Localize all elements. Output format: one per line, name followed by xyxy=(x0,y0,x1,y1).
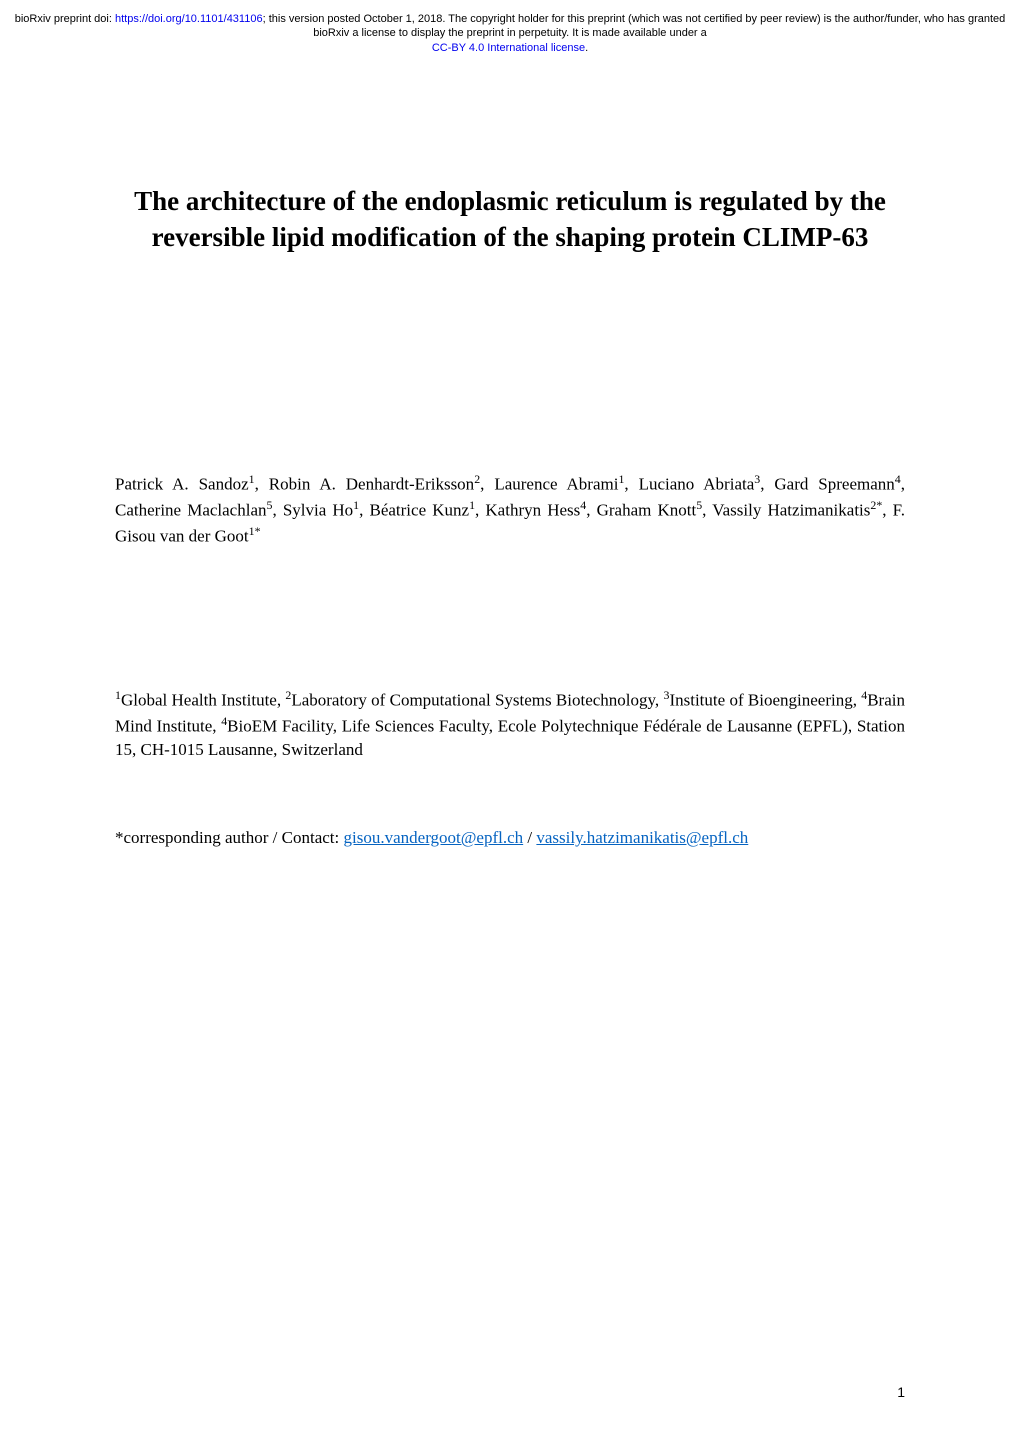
author-name: , Kathryn Hess xyxy=(475,501,580,520)
title-line-2: reversible lipid modification of the sha… xyxy=(152,222,869,252)
corresponding-separator: / xyxy=(523,828,536,847)
affiliation-text: BioEM Facility, Life Sciences Faculty, E… xyxy=(115,716,905,759)
author-sup: 1* xyxy=(249,524,261,538)
page-content: The architecture of the endoplasmic reti… xyxy=(0,183,1020,850)
author-name: , Vassily Hatzimanikatis xyxy=(702,501,870,520)
corresponding-email-link[interactable]: vassily.hatzimanikatis@epfl.ch xyxy=(536,828,748,847)
affiliations-list: 1Global Health Institute, 2Laboratory of… xyxy=(115,687,905,762)
header-middle: ; this version posted October 1, 2018. T… xyxy=(263,13,1006,39)
author-name: , Béatrice Kunz xyxy=(359,501,469,520)
page-number: 1 xyxy=(897,1384,905,1400)
license-link[interactable]: CC-BY 4.0 International license xyxy=(432,42,585,54)
doi-link[interactable]: https://doi.org/10.1101/431106 xyxy=(115,13,263,25)
preprint-header-notice: bioRxiv preprint doi: https://doi.org/10… xyxy=(0,0,1020,55)
authors-list: Patrick A. Sandoz1, Robin A. Denhardt-Er… xyxy=(115,471,905,549)
header-prefix: bioRxiv preprint doi: xyxy=(15,13,115,25)
author-name: , Graham Knott xyxy=(586,501,696,520)
author-name: , Luciano Abriata xyxy=(624,474,754,493)
corresponding-email-link[interactable]: gisou.vandergoot@epfl.ch xyxy=(344,828,524,847)
author-name: , Gard Spreemann xyxy=(760,474,895,493)
author-name: , Laurence Abrami xyxy=(480,474,618,493)
author-name: , Robin A. Denhardt-Eriksson xyxy=(255,474,475,493)
author-sup: 2* xyxy=(870,498,882,512)
affiliation-text: Global Health Institute, xyxy=(121,691,285,710)
author-name: Patrick A. Sandoz xyxy=(115,474,249,493)
author-name: , Sylvia Ho xyxy=(272,501,353,520)
paper-title: The architecture of the endoplasmic reti… xyxy=(115,183,905,256)
corresponding-author: *corresponding author / Contact: gisou.v… xyxy=(115,826,905,850)
affiliation-text: Institute of Bioengineering, xyxy=(669,691,861,710)
affiliation-text: Laboratory of Computational Systems Biot… xyxy=(291,691,663,710)
title-line-1: The architecture of the endoplasmic reti… xyxy=(134,186,886,216)
header-suffix: . xyxy=(585,42,588,54)
corresponding-prefix: *corresponding author / Contact: xyxy=(115,828,344,847)
